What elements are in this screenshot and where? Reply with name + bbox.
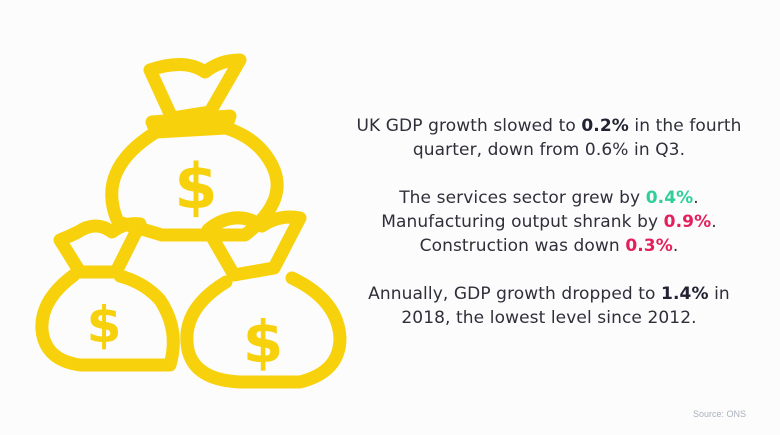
money-bag-top (105, 53, 284, 242)
dollar-sign-top: $ (174, 150, 217, 223)
summary-text: UK GDP growth slowed to 0.2% in the four… (355, 114, 743, 330)
dollar-sign-right: $ (243, 308, 283, 376)
money-bag-left (35, 217, 180, 372)
paragraph-sectors: The services sector grew by 0.4%. Manufa… (355, 186, 743, 258)
money-bag-right (180, 210, 347, 389)
manufacturing-line: Manufacturing output shrank by 0.9%. (381, 212, 717, 232)
paragraph3-line1: Annually, GDP growth dropped to 1.4% in (368, 284, 730, 304)
paragraph3-line2: 2018, the lowest level since 2012. (401, 308, 697, 328)
dollar-sign-left: $ (87, 296, 122, 354)
paragraph-annual: Annually, GDP growth dropped to 1.4% in … (355, 282, 743, 330)
services-line: The services sector grew by 0.4%. (399, 188, 699, 208)
money-bags-icon: $ $ $ (35, 53, 347, 389)
q4-growth-value: 0.2% (581, 116, 629, 136)
construction-line: Construction was down 0.3%. (419, 236, 679, 256)
manufacturing-change-value: 0.9% (663, 212, 712, 232)
annual-growth-value: 1.4% (661, 284, 709, 304)
source-credit: Source: ONS (692, 409, 746, 419)
construction-change-value: 0.3% (625, 236, 673, 256)
paragraph1-line1: UK GDP growth slowed to 0.2% in the four… (356, 116, 742, 136)
paragraph-gdp-quarterly: UK GDP growth slowed to 0.2% in the four… (355, 114, 743, 162)
paragraph1-line2: quarter, down from 0.6% in Q3. (412, 140, 686, 160)
services-growth-value: 0.4% (645, 188, 694, 208)
